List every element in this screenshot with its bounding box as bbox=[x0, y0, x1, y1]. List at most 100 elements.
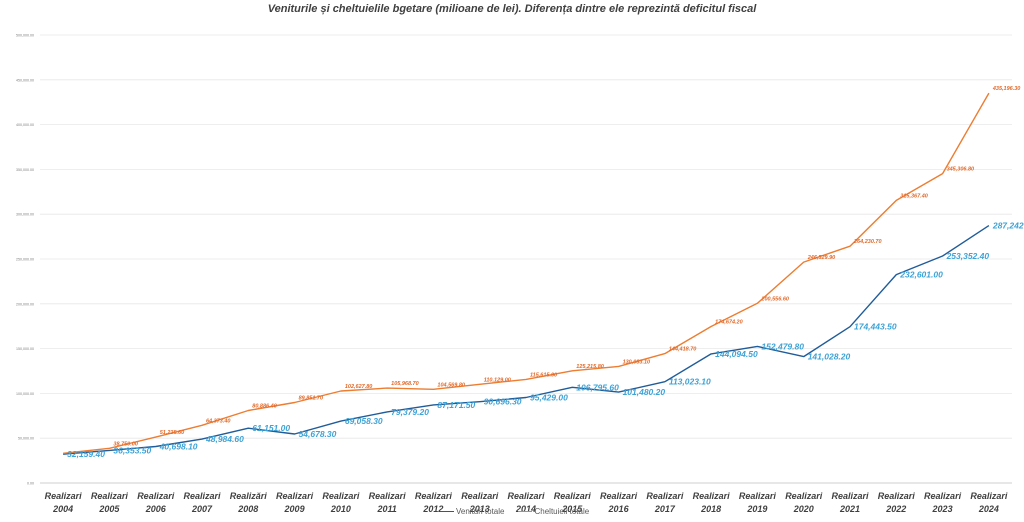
x-tick-year: 2024 bbox=[978, 504, 999, 514]
data-label-venituri: 152,479.80 bbox=[761, 341, 804, 351]
x-tick-label: Realizari bbox=[276, 491, 314, 501]
legend-label-venituri: Venituri totale bbox=[456, 507, 505, 516]
x-tick-label: Realizari bbox=[739, 491, 777, 501]
data-label-venituri: 287,242.70 bbox=[992, 221, 1024, 231]
x-tick-year: 2011 bbox=[376, 504, 396, 514]
x-tick-label: Realizari bbox=[924, 491, 962, 501]
x-tick-year: 2007 bbox=[191, 504, 213, 514]
legend-swatch-cheltuieli bbox=[518, 511, 533, 512]
x-tick-year: 2023 bbox=[932, 504, 953, 514]
legend: Venituri totale Cheltuieli totale bbox=[440, 507, 589, 516]
data-label-venituri: 36,353.50 bbox=[113, 445, 151, 455]
data-label-cheltuieli: 104,569.80 bbox=[437, 382, 465, 388]
x-tick-year: 2005 bbox=[98, 504, 120, 514]
data-label-venituri: 87,171.50 bbox=[437, 400, 475, 410]
x-tick-year: 2006 bbox=[145, 504, 167, 514]
data-label-cheltuieli: 64,373.40 bbox=[206, 418, 230, 424]
data-label-venituri: 79,379.20 bbox=[391, 407, 429, 417]
x-tick-label: Realizari bbox=[461, 491, 499, 501]
legend-item-cheltuieli: Cheltuieli totale bbox=[518, 507, 589, 516]
x-tick-year: 2018 bbox=[700, 504, 721, 514]
x-tick-label: Realizari bbox=[45, 491, 83, 501]
x-tick-label: Realizari bbox=[554, 491, 592, 501]
data-label-venituri: 113,023.10 bbox=[669, 377, 711, 387]
data-label-cheltuieli: 144,418.70 bbox=[669, 347, 697, 353]
data-label-cheltuieli: 435,196.30 bbox=[992, 86, 1021, 92]
x-tick-label: Realizari bbox=[600, 491, 638, 501]
cheltuieli-line bbox=[63, 92, 990, 454]
x-tick-label: Realizari bbox=[878, 491, 916, 501]
x-tick-year: 2008 bbox=[237, 504, 258, 514]
data-label-venituri: 95,429.00 bbox=[530, 392, 568, 402]
data-label-venituri: 61,151.00 bbox=[252, 423, 290, 433]
x-tick-year: 2019 bbox=[746, 504, 767, 514]
x-tick-label: Realizari bbox=[322, 491, 360, 501]
x-tick-label: Realizari bbox=[507, 491, 545, 501]
venituri-line bbox=[63, 225, 990, 455]
data-label-venituri: 54,678.30 bbox=[299, 429, 337, 439]
data-label-cheltuieli: 345,306.80 bbox=[947, 167, 975, 173]
data-label-cheltuieli: 200,556.60 bbox=[760, 296, 789, 302]
x-tick-year: 2013 bbox=[469, 504, 490, 514]
data-label-venituri: 174,443.50 bbox=[854, 322, 897, 332]
x-tick-year: 2012 bbox=[422, 504, 443, 514]
y-tick-label: 150,000.00 bbox=[16, 347, 34, 351]
x-tick-label: Realizari bbox=[831, 491, 869, 501]
y-tick-label: 50,000.00 bbox=[18, 437, 34, 441]
x-tick-label: Realizari bbox=[183, 491, 221, 501]
data-label-venituri: 144,094.50 bbox=[715, 349, 758, 359]
data-label-cheltuieli: 174,674.20 bbox=[715, 319, 743, 325]
data-label-cheltuieli: 264,230.70 bbox=[853, 239, 882, 245]
data-label-cheltuieli: 110,129.00 bbox=[484, 377, 511, 383]
legend-swatch-venituri bbox=[440, 511, 454, 512]
x-tick-year: 2022 bbox=[885, 504, 906, 514]
data-label-cheltuieli: 315,367.40 bbox=[900, 193, 928, 199]
x-tick-year: 2010 bbox=[330, 504, 351, 514]
y-tick-label: 0.00 bbox=[27, 482, 34, 486]
x-tick-year: 2021 bbox=[839, 504, 860, 514]
data-label-venituri: 106,795.60 bbox=[576, 382, 619, 392]
legend-label-cheltuieli: Cheltuieli totale bbox=[534, 507, 590, 516]
data-label-cheltuieli: 38,750.00 bbox=[113, 441, 137, 447]
data-label-venituri: 40,698.10 bbox=[159, 442, 198, 452]
y-tick-label: 200,000.00 bbox=[16, 302, 34, 306]
data-label-venituri: 90,696.30 bbox=[484, 397, 522, 407]
x-tick-label: Realizari bbox=[785, 491, 823, 501]
x-tick-year: 2015 bbox=[561, 504, 583, 514]
x-tick-label: Realizari bbox=[693, 491, 731, 501]
x-tick-label: Realizari bbox=[137, 491, 175, 501]
x-tick-label: Realizari bbox=[415, 491, 453, 501]
data-label-venituri: 32,159.40 bbox=[67, 449, 105, 459]
x-tick-label: Realizari bbox=[91, 491, 129, 501]
data-label-cheltuieli: 80,886.40 bbox=[252, 404, 276, 410]
x-tick-year: 2020 bbox=[793, 504, 814, 514]
data-label-cheltuieli: 115,615.90 bbox=[530, 372, 557, 378]
y-tick-label: 500,000.00 bbox=[16, 34, 34, 38]
x-tick-year: 2009 bbox=[284, 504, 305, 514]
x-tick-label: Realizări bbox=[230, 491, 268, 501]
data-label-venituri: 69,058.30 bbox=[345, 416, 383, 426]
data-label-venituri: 232,601.00 bbox=[899, 270, 943, 280]
x-tick-year: 2016 bbox=[608, 504, 630, 514]
x-tick-label: Realizari bbox=[970, 491, 1008, 501]
chart-title: Veniturile și cheltuielile bgetare (mili… bbox=[267, 3, 757, 15]
x-tick-label: Realizari bbox=[369, 491, 407, 501]
data-label-cheltuieli: 125,215.80 bbox=[576, 364, 604, 370]
x-tick-year: 2004 bbox=[52, 504, 73, 514]
x-tick-year: 2014 bbox=[515, 504, 536, 514]
data-label-venituri: 48,984.60 bbox=[205, 434, 244, 444]
data-label-cheltuieli: 105,968.70 bbox=[391, 381, 419, 387]
legend-item-venituri: Venituri totale bbox=[440, 507, 504, 516]
data-label-venituri: 141,028.20 bbox=[808, 352, 851, 362]
y-tick-label: 400,000.00 bbox=[16, 123, 34, 127]
data-label-cheltuieli: 89,851.70 bbox=[299, 395, 323, 401]
x-tick-year: 2017 bbox=[654, 504, 676, 514]
y-tick-label: 100,000.00 bbox=[16, 392, 34, 396]
x-tick-label: Realizari bbox=[646, 491, 684, 501]
data-label-cheltuieli: 102,627.80 bbox=[345, 384, 373, 390]
data-label-venituri: 101,480.20 bbox=[623, 387, 666, 397]
y-tick-label: 450,000.00 bbox=[16, 78, 34, 82]
y-tick-label: 300,000.00 bbox=[16, 213, 34, 217]
data-label-venituri: 253,352.40 bbox=[946, 251, 990, 261]
